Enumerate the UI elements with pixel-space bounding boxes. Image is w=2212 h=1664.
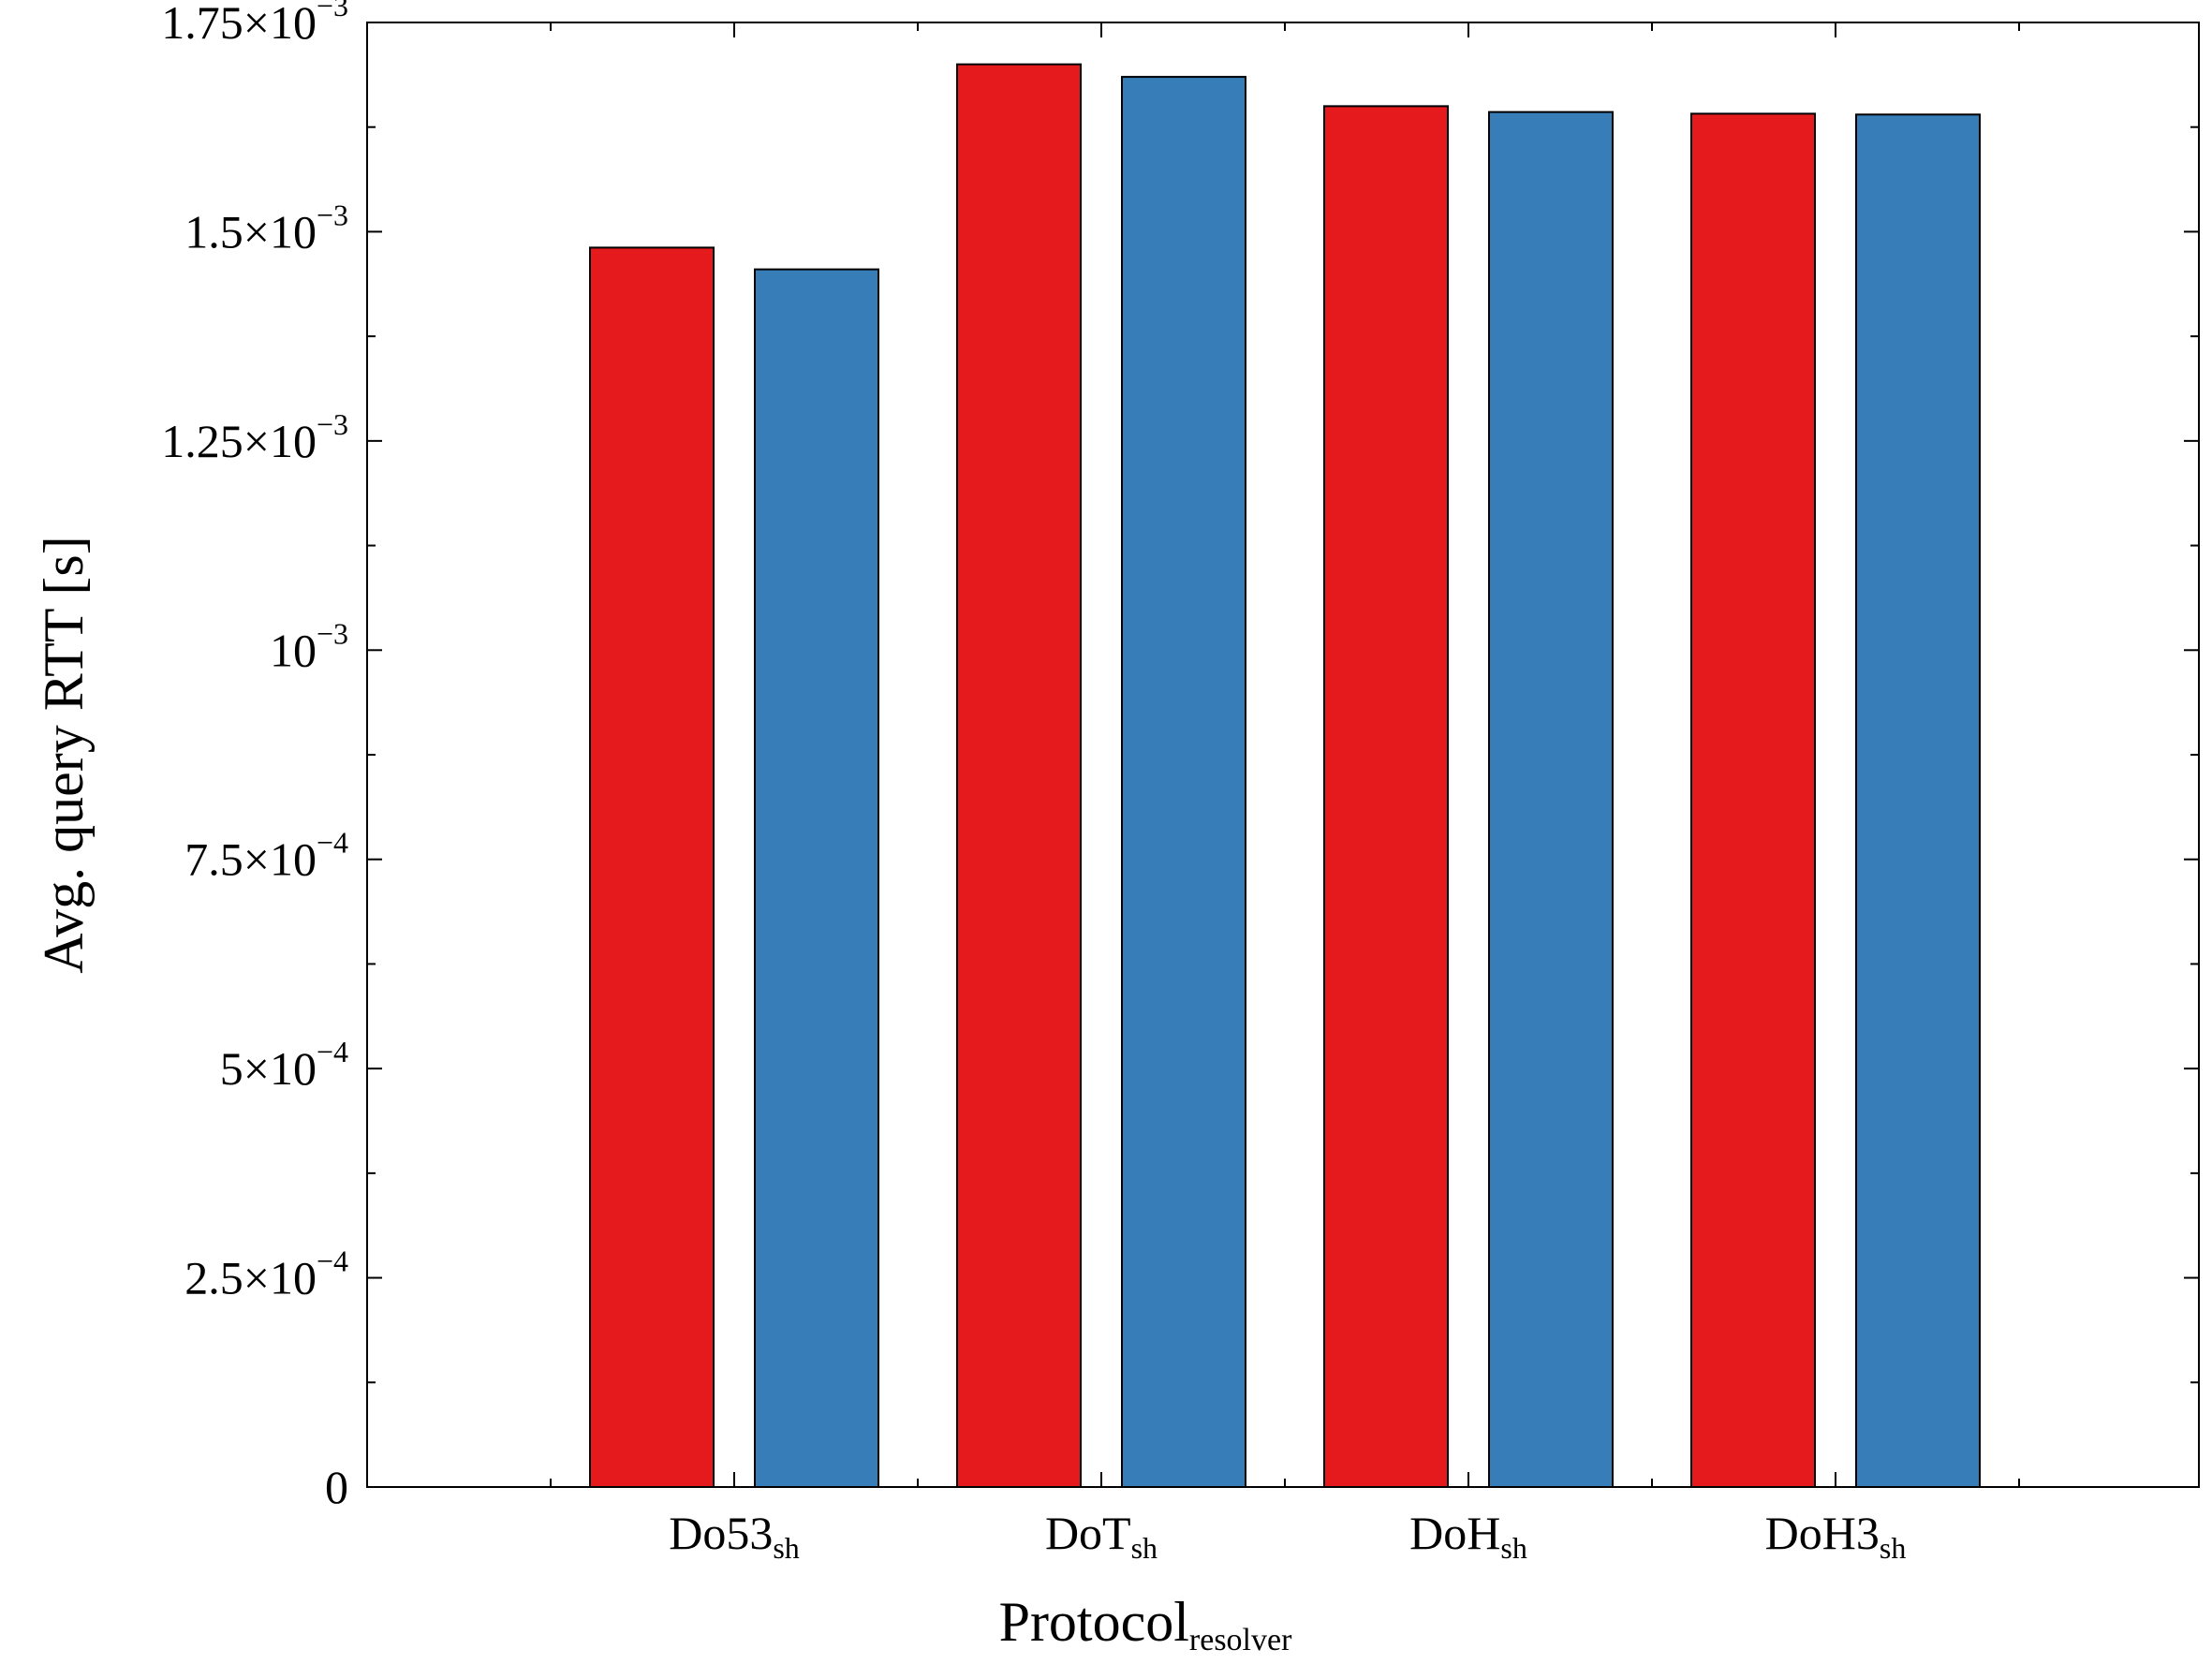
x-tick-label-doh: DoHsh bbox=[1409, 1507, 1527, 1565]
y-tick-label-6: 1.5×10−3 bbox=[184, 198, 348, 258]
y-tick-labels: 02.5×10−45×10−47.5×10−410−31.25×10−31.5×… bbox=[161, 0, 348, 1513]
y-tick-label-mantissa: 5×10 bbox=[220, 1042, 317, 1095]
y-tick-label-mantissa: 1.25×10 bbox=[161, 415, 317, 467]
bar-series2-do53 bbox=[754, 268, 879, 1488]
y-tick-label-4: 10−3 bbox=[270, 616, 348, 676]
y-tick-label-7: 1.75×10−3 bbox=[161, 0, 348, 49]
x-tick-label-base: DoT bbox=[1045, 1507, 1131, 1559]
x-tick-label-base: DoH bbox=[1409, 1507, 1500, 1559]
x-axis-title: Protocolresolver bbox=[999, 1591, 1293, 1657]
bar-series2-doh bbox=[1488, 110, 1614, 1488]
bar-series2-doh3 bbox=[1855, 113, 1981, 1488]
y-tick-label-exponent: −4 bbox=[317, 826, 348, 860]
y-tick-label-exponent: −3 bbox=[317, 616, 348, 650]
y-axis-title: Avg. query RTT [s] bbox=[33, 536, 95, 973]
x-tick-label-subscript: sh bbox=[1880, 1531, 1906, 1565]
y-tick-label-exponent: −4 bbox=[317, 1035, 348, 1068]
y-tick-label-mantissa: 1.75×10 bbox=[161, 0, 317, 49]
y-tick-label-mantissa: 1.5×10 bbox=[184, 205, 317, 258]
x-tick-label-subscript: sh bbox=[1131, 1531, 1158, 1565]
plot-frame bbox=[366, 22, 2200, 1488]
y-tick-label-mantissa: 0 bbox=[325, 1461, 348, 1513]
y-tick-label-mantissa: 7.5×10 bbox=[184, 833, 317, 886]
bars bbox=[589, 63, 1981, 1489]
bar-series1-dot bbox=[956, 63, 1082, 1489]
x-tick-label-dot: DoTsh bbox=[1045, 1507, 1158, 1565]
x-axis-title-subscript: resolver bbox=[1189, 1623, 1292, 1657]
y-tick-label-mantissa: 10 bbox=[270, 624, 317, 676]
y-tick-label-exponent: −3 bbox=[317, 407, 348, 441]
x-tick-label-do53: Do53sh bbox=[669, 1507, 800, 1565]
y-tick-label-5: 1.25×10−3 bbox=[161, 407, 348, 467]
x-tick-label-doh3: DoH3sh bbox=[1765, 1507, 1907, 1565]
y-tick-label-exponent: −4 bbox=[317, 1244, 348, 1278]
bar-series1-doh3 bbox=[1690, 112, 1816, 1488]
x-tick-label-subscript: sh bbox=[773, 1531, 799, 1565]
y-tick-label-mantissa: 2.5×10 bbox=[184, 1252, 317, 1304]
bar-series1-doh bbox=[1323, 105, 1449, 1488]
x-tick-label-base: DoH3 bbox=[1765, 1507, 1880, 1559]
y-tick-label-2: 5×10−4 bbox=[220, 1035, 348, 1095]
y-tick-label-exponent: −3 bbox=[317, 198, 348, 231]
y-tick-label-1: 2.5×10−4 bbox=[184, 1244, 348, 1304]
bar-series2-dot bbox=[1121, 76, 1246, 1488]
x-axis-title-base: Protocol bbox=[999, 1591, 1189, 1653]
x-tick-label-base: Do53 bbox=[669, 1507, 773, 1559]
y-tick-label-3: 7.5×10−4 bbox=[184, 826, 348, 886]
bar-series1-do53 bbox=[589, 246, 715, 1488]
y-tick-label-0: 0 bbox=[325, 1461, 348, 1513]
x-tick-labels: Do53sh DoTsh DoHsh DoH3sh bbox=[669, 1507, 1906, 1565]
x-tick-label-subscript: sh bbox=[1500, 1531, 1526, 1565]
y-tick-label-exponent: −3 bbox=[317, 0, 348, 22]
